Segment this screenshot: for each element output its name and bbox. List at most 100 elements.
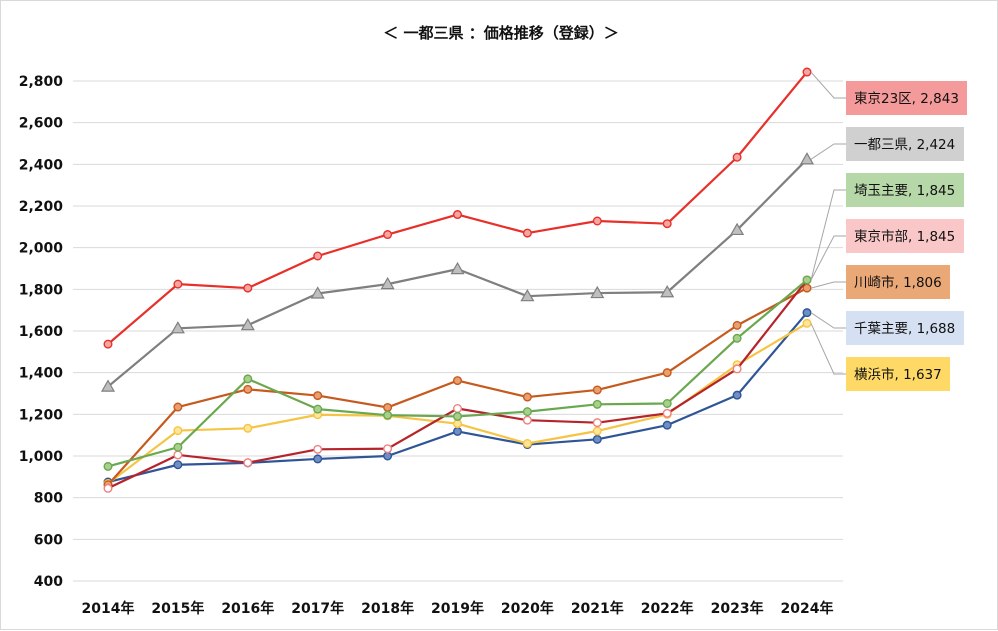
end-label: 川崎市, 1,806 bbox=[854, 274, 942, 291]
end-label: 千葉主要, 1,688 bbox=[854, 321, 955, 337]
data-point bbox=[453, 376, 463, 386]
data-point bbox=[453, 411, 463, 421]
data-point bbox=[173, 279, 183, 289]
end-label-box bbox=[846, 265, 950, 299]
data-point bbox=[310, 286, 325, 299]
data-point bbox=[313, 444, 323, 454]
y-tick-label: 1,600 bbox=[19, 324, 64, 340]
end-label-box bbox=[846, 127, 964, 161]
series-line bbox=[107, 71, 808, 345]
y-tick-label: 1,200 bbox=[19, 407, 64, 423]
data-point bbox=[799, 152, 815, 165]
x-tick-label: 2017年 bbox=[291, 600, 344, 617]
x-tick-label: 2018年 bbox=[361, 600, 414, 617]
data-point bbox=[732, 364, 742, 374]
data-point bbox=[103, 461, 113, 471]
data-point bbox=[522, 228, 532, 238]
data-point bbox=[802, 283, 812, 293]
series-3 bbox=[103, 275, 812, 471]
data-point bbox=[662, 408, 672, 418]
data-point bbox=[802, 67, 812, 77]
y-tick-label: 800 bbox=[34, 491, 63, 507]
x-tick-label: 2022年 bbox=[641, 600, 694, 617]
data-point bbox=[592, 216, 602, 226]
y-tick-label: 1,400 bbox=[19, 366, 64, 382]
data-point bbox=[802, 275, 812, 285]
end-label: 埼玉主要, 1,845 bbox=[854, 183, 955, 199]
data-point bbox=[243, 423, 253, 433]
data-point bbox=[802, 318, 812, 328]
data-point bbox=[103, 339, 113, 349]
series-line bbox=[107, 287, 808, 486]
y-tick-label: 2,000 bbox=[19, 241, 64, 257]
data-point bbox=[383, 444, 393, 454]
x-tick-label: 2020年 bbox=[501, 600, 554, 617]
data-point bbox=[243, 374, 253, 384]
data-point bbox=[453, 419, 463, 429]
data-point bbox=[453, 210, 463, 220]
series-5 bbox=[103, 283, 812, 490]
data-point bbox=[522, 392, 532, 402]
end-label-box bbox=[846, 311, 964, 345]
data-point bbox=[103, 483, 113, 493]
chart-title: ＜ 一都三県 ：価格推移（登録）＞ bbox=[383, 24, 618, 42]
data-point bbox=[383, 410, 393, 420]
x-axis-ticks: 2014年 2015年 2016年 2017年 2018年 2019年 2020年 2021年… bbox=[82, 600, 834, 617]
data-point bbox=[732, 152, 742, 162]
data-point bbox=[243, 283, 253, 293]
y-tick-label: 2,200 bbox=[19, 199, 64, 215]
data-point bbox=[660, 285, 675, 298]
data-point bbox=[243, 458, 253, 468]
x-tick-label: 2015年 bbox=[151, 600, 204, 617]
data-point bbox=[100, 379, 116, 392]
leader-line bbox=[810, 312, 846, 329]
data-point bbox=[383, 230, 393, 240]
data-point bbox=[592, 385, 602, 395]
data-point bbox=[173, 426, 183, 436]
data-point bbox=[173, 460, 183, 470]
data-point bbox=[662, 219, 672, 229]
leader-line bbox=[810, 189, 846, 281]
data-point bbox=[383, 451, 393, 461]
data-point bbox=[173, 450, 183, 460]
data-point bbox=[170, 321, 185, 334]
data-point bbox=[243, 384, 253, 394]
data-point bbox=[173, 402, 183, 412]
end-label-box bbox=[846, 219, 964, 253]
data-point bbox=[592, 426, 602, 436]
data-point bbox=[592, 399, 602, 409]
end-labels: 東京23区, 2,843 一都三県, 2,424 埼玉主要, 1,845 東京市部, … bbox=[846, 81, 967, 391]
data-point bbox=[730, 222, 745, 236]
data-point bbox=[662, 399, 672, 409]
series-1 bbox=[103, 67, 812, 349]
leader-line bbox=[810, 235, 846, 281]
data-point bbox=[453, 404, 463, 414]
data-point bbox=[173, 442, 183, 452]
data-point bbox=[732, 333, 742, 343]
data-point bbox=[520, 288, 535, 302]
data-point bbox=[590, 285, 605, 299]
x-tick-label: 2019年 bbox=[431, 600, 484, 617]
data-point bbox=[662, 420, 672, 430]
data-point bbox=[732, 390, 742, 400]
y-tick-label: 400 bbox=[34, 574, 63, 590]
y-tick-label: 600 bbox=[34, 532, 63, 548]
data-point bbox=[522, 415, 532, 425]
data-point bbox=[313, 391, 323, 401]
end-label-box bbox=[846, 357, 950, 391]
data-point bbox=[450, 261, 465, 275]
y-axis-ticks: 400 600 800 1,000 1,200 1,400 1,600 1,800 2,000 2… bbox=[19, 74, 64, 590]
x-tick-label: 2016年 bbox=[221, 600, 274, 617]
y-tick-label: 1,800 bbox=[19, 282, 64, 298]
data-point bbox=[313, 404, 323, 414]
y-tick-label: 2,600 bbox=[19, 116, 64, 132]
end-label: 一都三県, 2,424 bbox=[854, 137, 955, 153]
data-point bbox=[802, 308, 812, 318]
data-point bbox=[522, 439, 532, 449]
y-tick-label: 2,800 bbox=[19, 74, 64, 90]
data-point bbox=[313, 251, 323, 261]
leader-line bbox=[810, 281, 846, 289]
series-line bbox=[107, 279, 808, 468]
series-2 bbox=[100, 152, 815, 392]
